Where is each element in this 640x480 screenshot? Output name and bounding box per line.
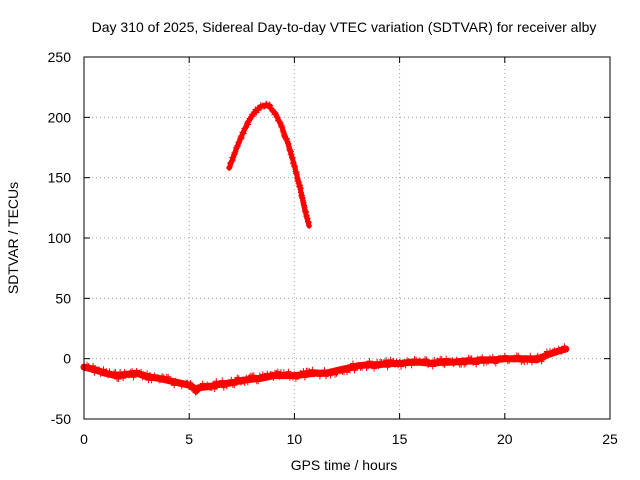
grid-lines xyxy=(84,57,610,419)
y-tick-label: 200 xyxy=(48,109,72,125)
x-tick-label: 20 xyxy=(497,431,513,447)
series-points xyxy=(226,100,313,229)
y-axis-label: SDTVAR / TECUs xyxy=(5,182,21,294)
axis-ticks: 0 5 10 15 20 25 -50 0 50 100 150 200 250 xyxy=(48,49,618,447)
chart-title: Day 310 of 2025, Sidereal Day-to-day VTE… xyxy=(92,19,597,35)
x-tick-label: 5 xyxy=(185,431,193,447)
plot-frame xyxy=(83,56,611,420)
x-tick-label: 25 xyxy=(602,431,618,447)
x-axis-label: GPS time / hours xyxy=(291,457,398,473)
x-tick-label: 15 xyxy=(392,431,408,447)
y-tick-label: 150 xyxy=(48,170,72,186)
x-tick-label: 10 xyxy=(287,431,303,447)
x-tick-label: 0 xyxy=(80,431,88,447)
series-points xyxy=(81,343,569,396)
series-arc-track xyxy=(226,100,313,229)
y-tick-label: 250 xyxy=(48,49,72,65)
y-tick-label: -50 xyxy=(51,411,71,427)
y-tick-label: 100 xyxy=(48,230,72,246)
data-series xyxy=(80,100,570,396)
y-tick-label: 0 xyxy=(63,351,71,367)
y-tick-label: 50 xyxy=(55,290,71,306)
series-main-track xyxy=(80,343,570,396)
